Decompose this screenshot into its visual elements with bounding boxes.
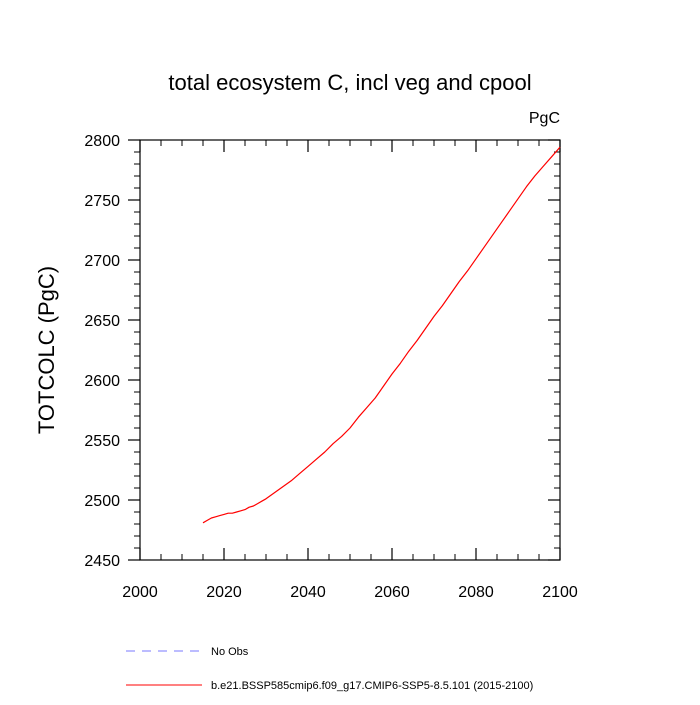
x-tick-label: 2060: [374, 584, 410, 601]
x-tick-label: 2080: [458, 584, 494, 601]
y-tick-label: 2750: [84, 193, 120, 210]
y-tick-label: 2500: [84, 493, 120, 510]
axis-ticks: 2000 2020 2040 2060 2080 2100 2450 2500 2550 2600…: [84, 133, 577, 601]
chart-title: total ecosystem C, incl veg and cpool: [168, 70, 531, 95]
y-tick-label: 2650: [84, 313, 120, 330]
x-tick-label: 2040: [290, 584, 326, 601]
y-tick-label: 2450: [84, 553, 120, 570]
y-tick-label: 2600: [84, 373, 120, 390]
legend-label-1: b.e21.BSSP585cmip6.f09_g17.CMIP6-SSP5-8.…: [211, 680, 533, 692]
x-tick-label: 2100: [542, 584, 578, 601]
units-label: PgC: [529, 110, 560, 127]
x-tick-label: 2020: [206, 584, 242, 601]
series-layer: [202, 146, 561, 524]
x-tick-label: 2000: [122, 584, 158, 601]
legend: No Obs b.e21.BSSP585cmip6.f09_g17.CMIP6-S…: [126, 646, 533, 692]
series-line-0: [202, 146, 561, 524]
y-tick-label: 2700: [84, 253, 120, 270]
y-tick-label: 2550: [84, 433, 120, 450]
y-tick-label: 2800: [84, 133, 120, 150]
legend-label-0: No Obs: [211, 646, 249, 658]
y-axis-label: TOTCOLC (PgC): [34, 266, 59, 434]
plot-area-border: [139, 139, 561, 561]
